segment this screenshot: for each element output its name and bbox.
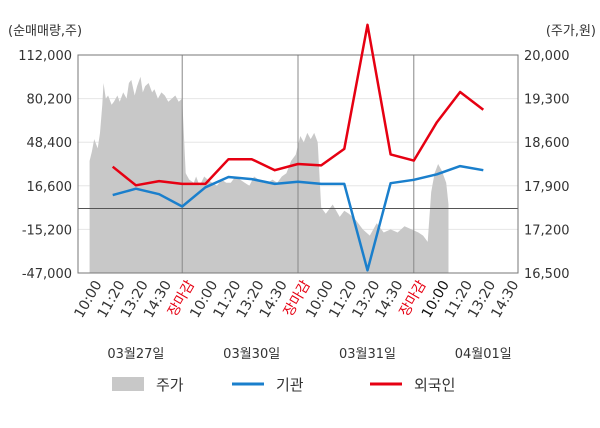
date-label: 04월01일 (455, 347, 512, 362)
date-label: 03월30일 (223, 347, 280, 362)
left-tick-label: 80,200 (27, 93, 73, 108)
right-axis: 20,000 19,300 18,600 17,900 17,200 16,500 (524, 49, 570, 282)
right-tick-label: 17,200 (524, 223, 570, 238)
legend: 주가 기관 외국인 (112, 376, 455, 394)
legend-label-price: 주가 (156, 376, 184, 394)
left-axis-unit: (순매매량,주) (8, 24, 82, 39)
left-tick-label: 48,400 (27, 136, 73, 151)
plot-frame (77, 54, 519, 274)
x-axis: 10:0011:2013:2014:30장마감10:0011:2013:2014… (71, 278, 522, 321)
legend-label-foreign: 외국인 (414, 376, 455, 394)
right-tick-label: 18,600 (524, 136, 570, 151)
date-label: 03월27일 (107, 347, 164, 362)
date-label: 03월31일 (339, 347, 396, 362)
right-tick-label: 19,300 (524, 93, 570, 108)
date-labels: 03월27일 03월30일 03월31일 04월01일 (107, 347, 511, 362)
price-area (89, 76, 449, 273)
right-tick-label: 20,000 (524, 49, 570, 64)
legend-label-institution: 기관 (276, 376, 304, 394)
left-tick-label: 112,000 (18, 49, 72, 64)
series-line-institution (112, 164, 484, 272)
right-tick-label: 17,900 (524, 180, 570, 195)
right-axis-unit: (주가,원) (546, 24, 596, 39)
series-line-foreign (111, 23, 485, 187)
left-tick-label: 16,600 (27, 180, 73, 195)
left-axis: 112,000 80,200 48,400 16,600 -15,200 -47,000 (18, 49, 72, 282)
left-tick-label: -15,200 (22, 223, 72, 238)
left-tick-label: -47,000 (22, 267, 72, 282)
legend-swatch-price (112, 377, 144, 391)
plot-area (77, 23, 519, 274)
right-tick-label: 16,500 (524, 267, 570, 282)
